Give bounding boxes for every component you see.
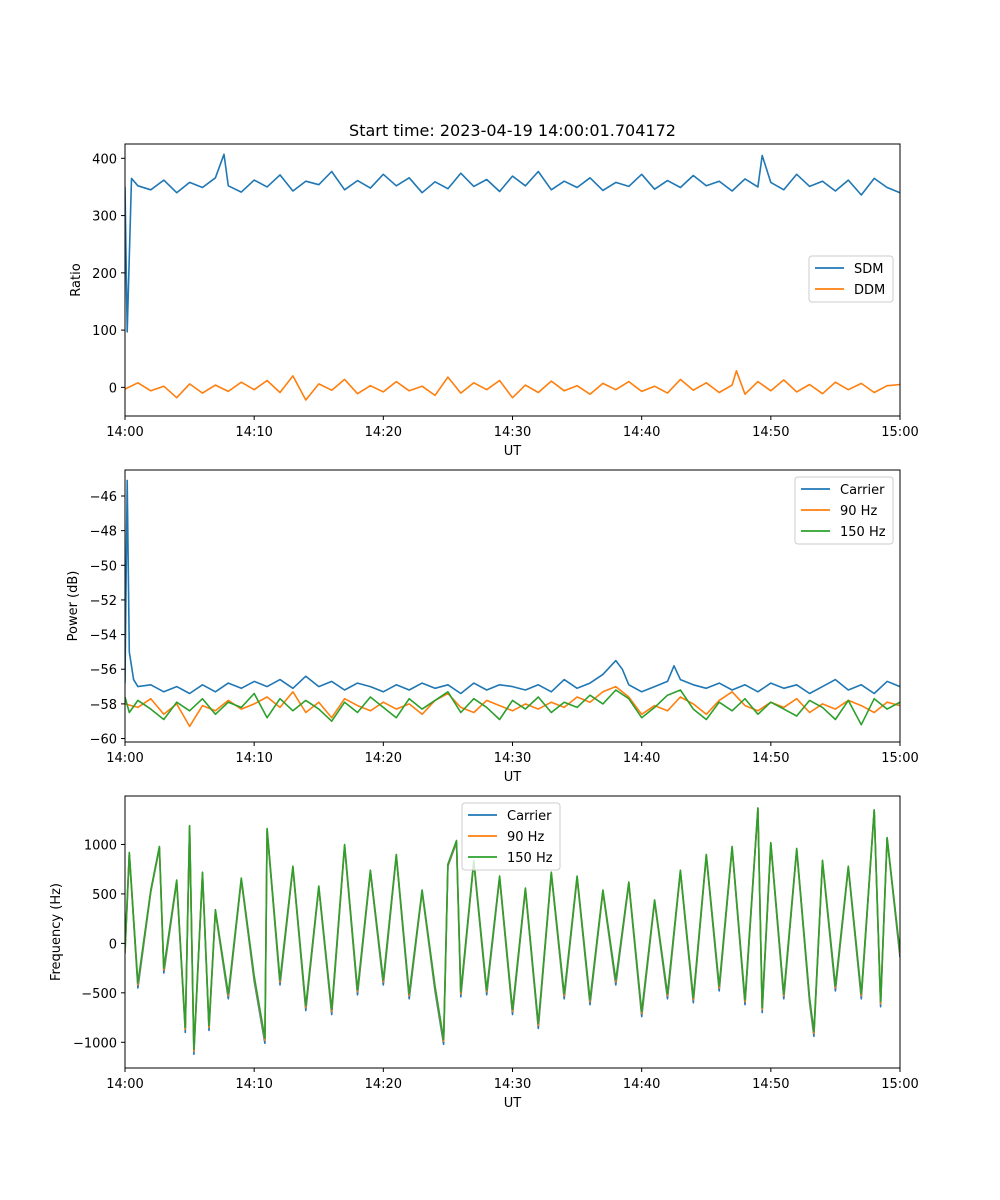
y-tick-label: −58 — [90, 698, 117, 713]
legend-label: Carrier — [840, 483, 885, 498]
y-tick-label: −52 — [90, 594, 117, 609]
x-tick-label: 14:40 — [623, 1077, 660, 1092]
x-tick-label: 14:20 — [365, 425, 402, 440]
x-tick-label: 14:00 — [106, 1077, 143, 1092]
x-tick-label: 14:10 — [235, 1077, 272, 1092]
legend-label: Carrier — [507, 809, 552, 824]
chart-panel-3: 14:00 14:10 14:20 14:30 14:40 14:50 15:00 −1000… — [49, 795, 919, 1111]
x-tick-label: 14:30 — [494, 425, 531, 440]
x-axis-label: UT — [504, 770, 522, 785]
y-tick-label: −60 — [90, 733, 117, 748]
x-tick-label: 14:50 — [752, 425, 789, 440]
y-axis-label: Power (dB) — [66, 571, 81, 642]
y-tick-label: 0 — [109, 937, 117, 952]
legend-label: 90 Hz — [507, 830, 544, 845]
y-tick-label: 1000 — [84, 838, 117, 853]
x-tick-label: 14:00 — [106, 425, 143, 440]
chart-panel-2: 14:00 14:10 14:20 14:30 14:40 14:50 15:00 −60 −5… — [66, 469, 919, 785]
x-tick-label: 15:00 — [881, 1077, 918, 1092]
x-axis-label: UT — [504, 444, 522, 459]
series-line-150-hz — [125, 689, 900, 726]
y-axis-label: Ratio — [69, 263, 84, 296]
legend: Carrier 90 Hz 150 Hz — [461, 802, 561, 871]
x-tick-label: 14:00 — [106, 751, 143, 766]
x-tick-label: 14:30 — [494, 1077, 531, 1092]
x-tick-label: 14:10 — [235, 425, 272, 440]
legend-label: DDM — [854, 283, 885, 298]
axes-frame — [124, 143, 901, 417]
y-tick-label: 500 — [92, 888, 117, 903]
legend-label: 150 Hz — [507, 851, 553, 866]
y-tick-label: −56 — [90, 663, 117, 678]
x-tick-label: 14:40 — [623, 425, 660, 440]
series-line-carrier — [125, 479, 900, 695]
y-tick-label: −50 — [90, 559, 117, 574]
legend-box — [794, 476, 894, 545]
x-tick-label: 15:00 — [881, 751, 918, 766]
x-tick-label: 14:50 — [752, 1077, 789, 1092]
x-tick-label: 14:20 — [365, 751, 402, 766]
y-tick-label: 0 — [109, 381, 117, 396]
series-line-ddm — [125, 369, 900, 401]
y-tick-label: 200 — [92, 267, 117, 282]
x-tick-label: 14:10 — [235, 751, 272, 766]
x-tick-label: 14:30 — [494, 751, 531, 766]
y-tick-label: 400 — [92, 152, 117, 167]
y-tick-label: 100 — [92, 324, 117, 339]
x-tick-label: 14:20 — [365, 1077, 402, 1092]
legend-label: 150 Hz — [840, 525, 886, 540]
x-tick-label: 14:40 — [623, 751, 660, 766]
chart-title: Start time: 2023-04-19 14:00:01.704172 — [349, 121, 676, 140]
y-tick-label: −1000 — [73, 1036, 117, 1051]
x-tick-label: 14:50 — [752, 751, 789, 766]
y-tick-label: 300 — [92, 210, 117, 225]
y-tick-label: −500 — [81, 987, 117, 1002]
y-tick-label: −48 — [90, 525, 117, 540]
legend: Carrier 90 Hz 150 Hz — [794, 476, 894, 545]
series-line-sdm — [125, 153, 900, 333]
y-tick-label: −46 — [90, 490, 117, 505]
x-axis-label: UT — [504, 1096, 522, 1111]
y-tick-label: −54 — [90, 629, 117, 644]
chart-panel-1: 14:00 14:10 14:20 14:30 14:40 14:50 15:00 0 100 2… — [69, 121, 919, 459]
x-tick-label: 15:00 — [881, 425, 918, 440]
y-axis-label: Frequency (Hz) — [49, 883, 64, 981]
legend-label: SDM — [854, 262, 883, 277]
legend: SDM DDM — [808, 255, 894, 303]
series-line-150-hz — [125, 807, 900, 1050]
legend-label: 90 Hz — [840, 504, 877, 519]
legend-box — [461, 802, 561, 871]
